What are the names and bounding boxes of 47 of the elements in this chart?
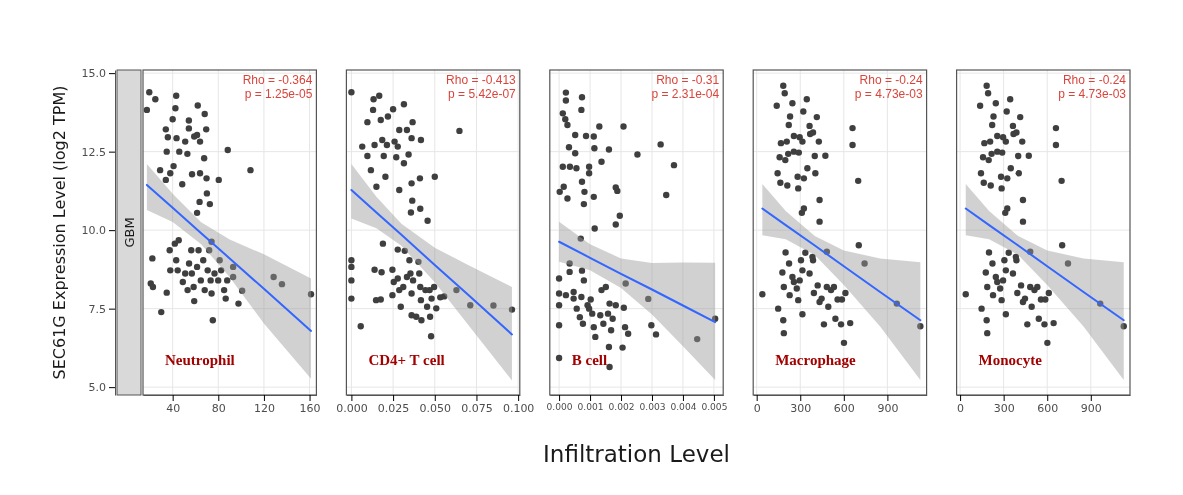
x-tick-label: 0.000 bbox=[336, 401, 368, 415]
x-tick-label: 120 bbox=[253, 401, 275, 415]
x-tick-label: 900 bbox=[877, 401, 899, 415]
annotation: p = 1.25e-05 bbox=[244, 87, 313, 101]
annotation: p = 2.31e-04 bbox=[651, 87, 720, 101]
annotation: Rho = -0.24 bbox=[1062, 73, 1127, 87]
text: Macrophage bbox=[775, 352, 857, 368]
annotation: Rho = -0.413 bbox=[446, 73, 517, 87]
line-series bbox=[145, 183, 313, 332]
annotation: p = 4.73e-03 bbox=[854, 87, 923, 101]
annotation: p = 4.73e-03 bbox=[1058, 87, 1127, 101]
x-tick-label: 300 bbox=[993, 401, 1015, 415]
annotation: Rho = -0.364 bbox=[242, 73, 313, 87]
x-tick-label: 900 bbox=[1080, 401, 1102, 415]
annotation: p = 5.42e-07 bbox=[448, 87, 517, 101]
x-tick-label: 0 bbox=[753, 401, 761, 415]
x-tick-label: 0.002 bbox=[608, 402, 635, 413]
x-tick-label: 0.100 bbox=[502, 401, 535, 415]
x-tick-label: 0 bbox=[957, 401, 965, 415]
x-tick-label: 0.003 bbox=[639, 402, 666, 413]
x-tick-label: 0.050 bbox=[419, 401, 452, 415]
y-tick-label: 12.5 bbox=[81, 145, 106, 159]
text: CD4+ T cell bbox=[368, 352, 445, 368]
x-tick-label: 80 bbox=[211, 401, 226, 415]
y-tick-label: 7.5 bbox=[88, 302, 106, 316]
annotation: Rho = -0.24 bbox=[859, 73, 923, 87]
x-tick-label: 0.000 bbox=[546, 402, 573, 413]
y-tick-label: 5.0 bbox=[88, 381, 106, 395]
x-tick-label: 300 bbox=[790, 401, 812, 415]
x-tick-label: 40 bbox=[166, 401, 181, 415]
x-tick-label: 0.001 bbox=[577, 402, 604, 413]
x-tick-label: 0.025 bbox=[377, 401, 410, 415]
annotation: Rho = -0.31 bbox=[656, 73, 720, 87]
x-tick-label: 160 bbox=[299, 401, 321, 415]
y-tick-label: 10.0 bbox=[81, 224, 106, 238]
x-tick-label: 600 bbox=[833, 401, 855, 415]
x-axis-title: Infiltration Level bbox=[543, 441, 730, 467]
text: Neutrophil bbox=[165, 352, 235, 368]
x-tick-label: 0.005 bbox=[701, 402, 728, 413]
x-tick-label: 0.004 bbox=[670, 402, 697, 413]
x-tick-label: 0.075 bbox=[461, 401, 493, 415]
text: B cell bbox=[571, 352, 608, 368]
y-tick-label: 15.0 bbox=[81, 67, 106, 81]
text: Monocyte bbox=[978, 352, 1043, 368]
y-axis-title: SEC61G Expression Level (log2 TPM) bbox=[50, 85, 69, 380]
text: GBM bbox=[122, 217, 137, 248]
x-tick-label: 600 bbox=[1037, 401, 1059, 415]
